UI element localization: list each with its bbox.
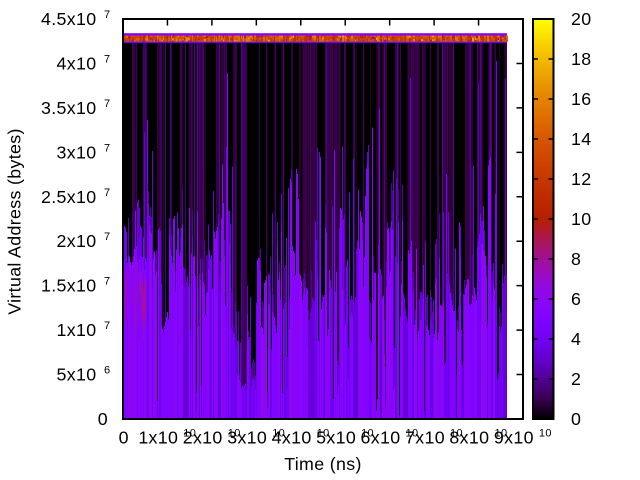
svg-text:9x10: 9x10 — [494, 428, 534, 448]
svg-text:3.5x10: 3.5x10 — [41, 98, 97, 118]
svg-text:10: 10 — [317, 428, 330, 440]
svg-text:10: 10 — [450, 428, 463, 440]
svg-text:6: 6 — [104, 365, 110, 377]
svg-text:10: 10 — [361, 428, 374, 440]
svg-text:7: 7 — [104, 320, 110, 332]
svg-text:7x10: 7x10 — [405, 428, 445, 448]
svg-text:2x10: 2x10 — [57, 231, 97, 251]
svg-text:10: 10 — [406, 428, 419, 440]
svg-text:7: 7 — [104, 142, 110, 154]
svg-text:10: 10 — [228, 428, 241, 440]
svg-text:2: 2 — [571, 369, 581, 389]
svg-text:6: 6 — [571, 289, 581, 309]
svg-text:4x10: 4x10 — [272, 428, 312, 448]
svg-text:8: 8 — [571, 249, 581, 269]
svg-text:7: 7 — [104, 187, 110, 199]
svg-text:4x10: 4x10 — [57, 53, 97, 73]
svg-text:7: 7 — [104, 53, 110, 65]
svg-text:2x10: 2x10 — [183, 428, 223, 448]
svg-text:0: 0 — [571, 409, 581, 429]
svg-text:5x10: 5x10 — [57, 365, 97, 385]
svg-text:4: 4 — [571, 329, 581, 349]
svg-text:20: 20 — [571, 9, 591, 29]
svg-text:10: 10 — [571, 209, 591, 229]
svg-text:1.5x10: 1.5x10 — [41, 276, 97, 296]
svg-text:10: 10 — [539, 428, 552, 440]
svg-text:0: 0 — [98, 409, 108, 429]
svg-text:3x10: 3x10 — [57, 142, 97, 162]
svg-text:7: 7 — [104, 9, 110, 21]
svg-text:1x10: 1x10 — [138, 428, 178, 448]
svg-text:14: 14 — [571, 129, 591, 149]
svg-text:2.5x10: 2.5x10 — [41, 187, 97, 207]
svg-text:4.5x10: 4.5x10 — [41, 9, 97, 29]
svg-text:1x10: 1x10 — [57, 320, 97, 340]
svg-text:7: 7 — [104, 231, 110, 243]
svg-text:8x10: 8x10 — [449, 428, 489, 448]
svg-text:6x10: 6x10 — [361, 428, 401, 448]
svg-text:3x10: 3x10 — [227, 428, 267, 448]
svg-text:18: 18 — [571, 49, 591, 69]
svg-text:0: 0 — [119, 428, 129, 448]
svg-text:Virtual Address (bytes): Virtual Address (bytes) — [5, 128, 25, 315]
svg-text:10: 10 — [183, 428, 196, 440]
svg-text:7: 7 — [104, 98, 110, 110]
svg-text:16: 16 — [571, 89, 591, 109]
svg-text:Time (ns): Time (ns) — [284, 454, 362, 474]
svg-text:5x10: 5x10 — [316, 428, 356, 448]
svg-text:12: 12 — [571, 169, 591, 189]
svg-text:7: 7 — [104, 276, 110, 288]
svg-text:10: 10 — [495, 428, 508, 440]
svg-text:10: 10 — [272, 428, 285, 440]
